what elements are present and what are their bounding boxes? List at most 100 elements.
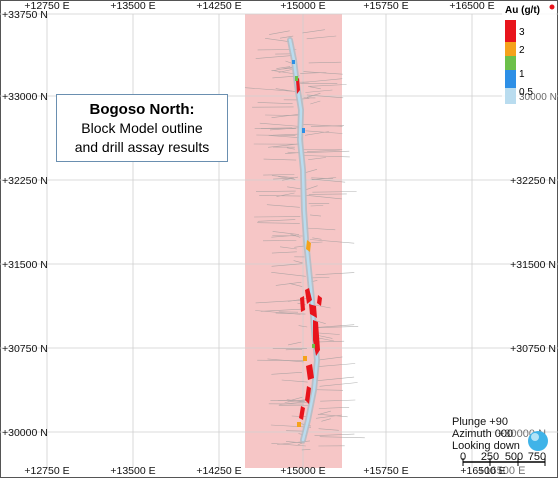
legend-label: 0.5	[519, 87, 533, 98]
drill-trace	[319, 382, 358, 387]
drill-trace	[271, 70, 296, 75]
drill-trace	[305, 130, 343, 134]
northing-label: +32250 N	[510, 175, 556, 187]
drill-trace	[317, 356, 343, 361]
drill-trace	[303, 150, 350, 153]
drill-trace	[321, 418, 331, 422]
drill-trace	[244, 87, 292, 92]
drill-trace	[318, 410, 331, 415]
drill-trace	[293, 260, 303, 264]
drill-trace	[269, 30, 290, 35]
plunge-label: Plunge +90	[452, 416, 508, 428]
easting-labels-top: +12750 E +13500 E +14250 E +15000 E +157…	[24, 0, 494, 12]
drill-trace	[301, 98, 310, 100]
drill-trace	[257, 222, 300, 224]
drill-trace	[287, 396, 303, 402]
drill-trace	[320, 399, 356, 402]
looking-label: Looking down	[452, 440, 520, 452]
drill-trace	[310, 125, 345, 127]
drill-trace	[265, 114, 298, 116]
easting-label: +12750 E	[24, 0, 69, 12]
drill-trace	[257, 219, 296, 222]
drill-trace	[271, 372, 302, 375]
drill-trace	[269, 127, 300, 131]
legend-label: 3	[519, 27, 525, 38]
easting-label: +15000 E	[280, 465, 325, 477]
drill-trace	[273, 133, 301, 136]
drill-trace	[303, 124, 343, 127]
drill-trace	[257, 359, 305, 361]
drill-trace	[271, 272, 306, 277]
legend-swatch-1	[505, 56, 516, 70]
assay-blob	[295, 76, 298, 81]
drill-trace	[275, 281, 302, 286]
drill-trace	[272, 66, 293, 72]
drill-trace	[303, 71, 343, 75]
drill-trace	[309, 214, 322, 217]
drill-trace	[255, 55, 294, 59]
drill-trace	[294, 245, 304, 248]
drill-trace	[291, 415, 307, 417]
assay-blob	[299, 406, 305, 420]
drill-trace	[255, 190, 296, 192]
drill-trace	[275, 312, 306, 315]
drill-trace	[308, 193, 347, 195]
drill-trace	[310, 205, 324, 207]
drill-trace	[254, 127, 293, 129]
legend-swatch-2	[505, 42, 516, 56]
drill-trace	[278, 176, 296, 180]
drill-trace	[303, 155, 350, 158]
drill-trace	[302, 78, 343, 83]
drill-trace	[309, 84, 347, 87]
drill-trace	[315, 272, 355, 276]
drill-trace	[271, 113, 301, 118]
drill-trace	[287, 186, 302, 190]
legend-title: Au (g/t)	[505, 5, 540, 16]
drill-trace	[298, 325, 308, 328]
drill-trace	[316, 363, 356, 367]
drill-trace	[272, 231, 300, 235]
assay-blob	[305, 386, 311, 404]
assay-blob	[300, 296, 305, 312]
drill-trace	[305, 89, 333, 93]
assay-blob	[312, 344, 315, 348]
drill-trace	[271, 235, 296, 238]
legend-swatch-low	[505, 88, 516, 104]
northing-labels-left: +33750 N +33000 N +32250 N +31500 N +307…	[2, 9, 48, 439]
easting-label: +14250 E	[196, 0, 241, 12]
map-title: Bogoso North:	[89, 101, 195, 118]
assay-blob	[302, 128, 305, 133]
northing-label: +32250 N	[2, 175, 48, 187]
drill-trace	[278, 69, 292, 73]
drill-trace	[276, 66, 291, 69]
legend-swatch-0-5	[505, 70, 516, 88]
northing-label: +30750 N	[510, 343, 556, 355]
drill-trace	[279, 35, 294, 39]
drill-trace	[271, 263, 303, 267]
easting-label: +14250 E	[196, 465, 241, 477]
drill-trace	[276, 192, 295, 197]
drill-trace	[318, 407, 350, 409]
drill-trace	[290, 233, 301, 238]
assay-blob	[292, 60, 295, 64]
northing-label: +33000 N	[2, 91, 48, 103]
azimuth-label: Azimuth 000	[452, 428, 513, 440]
view-info: Plunge +90 Azimuth 000 +30000 N Looking …	[452, 416, 546, 477]
scale-label: 250	[481, 451, 499, 463]
overlap-easting-label: +16500 E	[478, 465, 525, 477]
northing-label: +30750 N	[2, 343, 48, 355]
drill-trace	[307, 149, 340, 152]
drill-trace	[315, 324, 355, 328]
northing-label: +33750 N	[2, 9, 48, 21]
northing-labels-right: +32250 N +31500 N +30750 N	[510, 175, 556, 355]
easting-label: +13500 E	[110, 0, 155, 12]
drill-trace	[308, 157, 326, 160]
northing-label: +31500 N	[2, 259, 48, 271]
legend-swatch-3	[505, 20, 516, 42]
drill-trace	[319, 436, 365, 439]
drill-trace	[318, 428, 339, 431]
drill-trace	[315, 332, 340, 335]
legend-overlap-label: 30000 N	[519, 92, 557, 103]
